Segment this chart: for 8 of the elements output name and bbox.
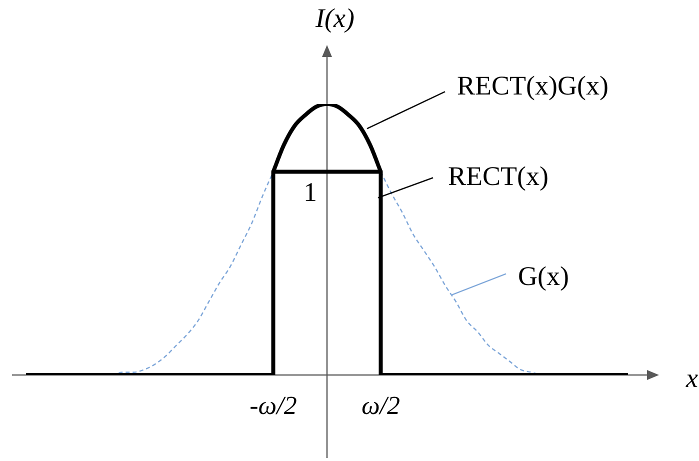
text: RECT(x)G(x) bbox=[457, 70, 608, 101]
x-axis-title: x bbox=[685, 363, 698, 394]
annotation: 1 bbox=[304, 176, 317, 207]
x-tick-label: -ω/2 bbox=[250, 390, 297, 420]
legend-label: RECT(x) bbox=[448, 160, 548, 191]
y-axis-title: I(x) bbox=[314, 3, 354, 34]
x-tick-label: ω/2 bbox=[361, 390, 400, 420]
legend-label: G(x) bbox=[518, 260, 569, 291]
